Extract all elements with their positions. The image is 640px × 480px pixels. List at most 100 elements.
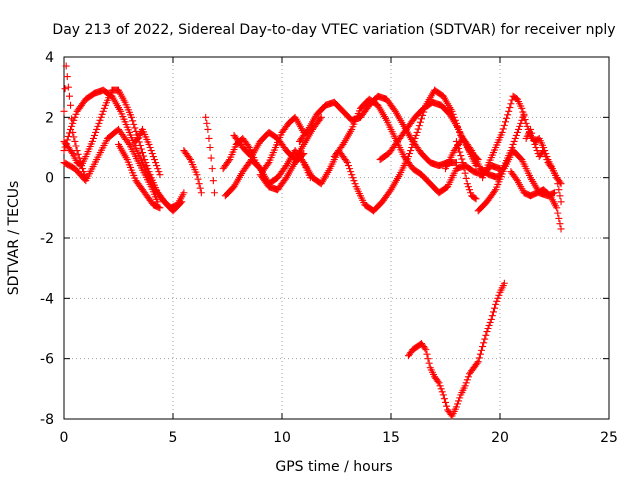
data-point-marker [492, 300, 500, 308]
data-point-marker [205, 134, 213, 142]
data-point-marker [264, 160, 272, 168]
data-point-marker [131, 124, 139, 132]
data-point-marker [442, 398, 449, 406]
y-tick-label: 0 [45, 171, 54, 187]
y-tick-label: 4 [45, 50, 54, 66]
data-point-marker [480, 339, 488, 347]
data-point-marker [438, 388, 446, 396]
data-point-marker [460, 164, 468, 172]
data-point-marker [421, 344, 429, 352]
data-point-marker [443, 402, 451, 410]
data-point-marker [488, 312, 496, 320]
series-track-e [115, 140, 164, 212]
data-point-marker [145, 140, 153, 148]
data-point-marker [408, 144, 416, 151]
data-point-marker [461, 382, 469, 390]
grid-lines [64, 57, 609, 419]
data-point-marker [471, 194, 479, 202]
data-point-marker [208, 165, 216, 173]
data-point-marker [349, 174, 357, 182]
data-point-marker [154, 165, 162, 173]
data-point-marker [457, 152, 465, 160]
x-axis-label: GPS time / hours [275, 459, 392, 475]
data-point-marker [551, 189, 558, 197]
data-point-marker [180, 189, 188, 197]
x-tick-label: 10 [273, 430, 291, 446]
data-point-marker [440, 395, 448, 403]
data-point-marker [415, 122, 423, 130]
data-point-marker [416, 118, 424, 126]
data-point-marker [462, 174, 470, 182]
data-point-marker [518, 116, 526, 124]
series-track-o [330, 95, 504, 197]
data-point-marker [155, 168, 163, 176]
data-point-marker [146, 144, 154, 151]
series-track-g [180, 147, 205, 197]
y-tick-label: -6 [40, 352, 54, 368]
data-point-marker [464, 373, 472, 381]
data-point-marker [504, 111, 512, 119]
data-point-marker [503, 114, 511, 122]
data-point-marker [554, 209, 562, 217]
y-tick-label: 2 [45, 110, 54, 126]
data-point-marker [532, 144, 540, 151]
data-point-marker [62, 139, 70, 147]
data-point-marker [77, 162, 85, 170]
data-point-marker [461, 169, 469, 177]
data-point-marker [531, 140, 539, 148]
data-point-marker [553, 174, 561, 182]
data-point-marker [485, 321, 493, 329]
data-point-marker [464, 183, 472, 191]
series-track-v [522, 125, 565, 206]
data-point-marker [316, 115, 324, 123]
data-point-marker [506, 104, 514, 112]
data-point-marker [498, 128, 506, 136]
data-point-marker [553, 204, 561, 212]
data-point-marker [149, 153, 157, 161]
data-point-marker [300, 150, 308, 158]
x-tick-label: 25 [600, 430, 618, 446]
data-point-marker [513, 128, 521, 136]
data-point-marker [76, 158, 84, 166]
data-point-marker [435, 379, 443, 387]
data-point-marker [60, 147, 68, 155]
data-point-marker [425, 359, 433, 367]
data-point-marker [317, 113, 325, 121]
series-track-h [202, 113, 218, 197]
data-point-marker [204, 125, 212, 133]
data-point-marker [500, 121, 508, 129]
data-point-marker [196, 184, 204, 192]
data-point-marker [69, 128, 77, 136]
data-point-marker [499, 125, 507, 133]
data-point-marker [423, 350, 431, 358]
data-point-marker [92, 128, 100, 136]
data-point-marker [72, 110, 80, 118]
data-point-marker [522, 119, 530, 127]
data-point-marker [203, 119, 211, 127]
data-point-marker [299, 151, 307, 159]
data-point-marker [422, 346, 430, 354]
data-point-marker [342, 157, 350, 165]
data-point-marker [527, 125, 535, 133]
data-point-marker [473, 359, 481, 367]
data-point-marker [453, 141, 461, 149]
data-point-marker [207, 154, 215, 162]
chart-title: Day 213 of 2022, Sidereal Day-to-day VTE… [52, 22, 615, 38]
data-point-marker [71, 137, 79, 145]
data-point-marker [512, 175, 520, 183]
data-point-marker [501, 118, 509, 126]
data-point-marker [80, 168, 88, 176]
data-point-marker [554, 180, 562, 188]
data-point-marker [459, 159, 467, 167]
data-point-marker [520, 112, 528, 120]
data-point-marker [528, 129, 536, 137]
data-point-marker [137, 145, 145, 153]
data-point-marker [491, 304, 499, 312]
data-point-marker [128, 113, 136, 121]
data-point-marker [210, 189, 218, 197]
data-point-marker [63, 73, 71, 81]
series-track-l [256, 150, 308, 194]
data-point-marker [437, 385, 445, 393]
data-point-marker [153, 162, 161, 170]
